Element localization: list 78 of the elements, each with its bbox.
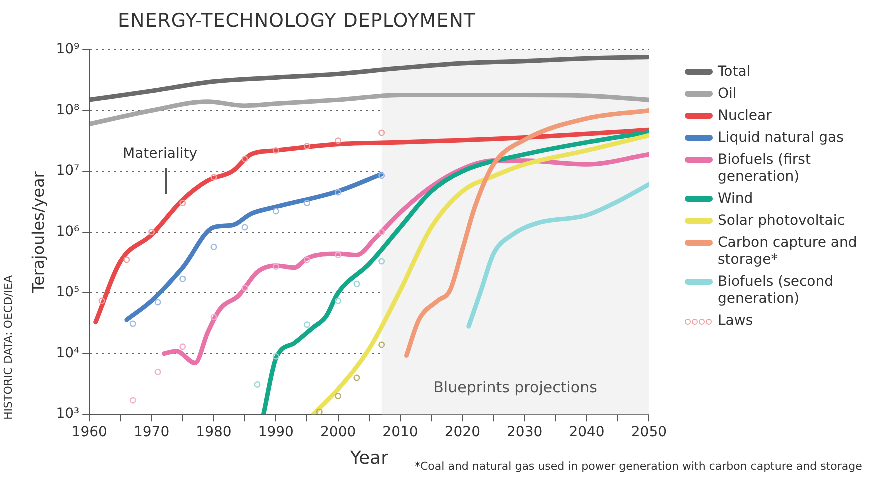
- point: [304, 200, 310, 207]
- point: [272, 147, 280, 154]
- point: [180, 276, 186, 282]
- legend-label: Total: [718, 64, 751, 81]
- y-tick-label: 10⁷: [56, 163, 80, 180]
- y-tick-label: 10³: [56, 406, 80, 422]
- point: [254, 381, 261, 388]
- y-tick-label: 10⁹: [56, 42, 80, 58]
- point: [378, 130, 386, 136]
- y-tick-label: 10⁸: [56, 102, 80, 118]
- x-tick-label: 2040: [569, 424, 605, 441]
- x-tick-label: 1970: [134, 424, 170, 441]
- point: [304, 322, 310, 328]
- legend-label: Nuclear: [718, 108, 772, 125]
- line-series: [124, 172, 384, 322]
- point: [154, 299, 162, 306]
- point: [180, 344, 186, 350]
- x-tick-label: 2030: [507, 424, 543, 441]
- y-tick-label: 10⁵: [56, 284, 80, 301]
- point: [378, 258, 386, 265]
- legend-label: Carbon capture and storage*: [718, 235, 858, 269]
- point: [272, 353, 280, 360]
- legend-label: Laws: [718, 313, 754, 330]
- x-axis-title: Year: [349, 448, 390, 469]
- point: [148, 229, 156, 236]
- point: [154, 368, 162, 376]
- point: [210, 174, 218, 181]
- point: [335, 298, 342, 304]
- text: HISTORIC DATA: OECD/IEA: [2, 276, 15, 420]
- point: [210, 244, 218, 250]
- legend-label: Solar photovoltaic: [718, 213, 845, 230]
- line-series: [404, 108, 650, 358]
- band-label: Blueprints projections: [434, 378, 598, 397]
- legend-label: Biofuels (second generation): [718, 274, 834, 308]
- annotation: Materiality: [123, 146, 198, 162]
- line-series: [90, 93, 650, 126]
- point: [130, 320, 136, 328]
- point: [354, 280, 360, 288]
- point: [335, 138, 342, 144]
- point: [272, 208, 280, 215]
- point: [378, 342, 386, 348]
- point: [242, 224, 248, 231]
- y-axis-title: Terajoules/year: [28, 171, 48, 294]
- point: [210, 314, 218, 320]
- point: [378, 172, 386, 180]
- point: [316, 408, 323, 415]
- x-tick-label: 2000: [320, 424, 356, 441]
- point: [124, 256, 130, 264]
- x-tick-label: 1960: [72, 424, 108, 441]
- point: [304, 256, 310, 264]
- text: *Coal and natural gas used in power generation with carbon capture and storage: [415, 460, 862, 473]
- x-tick-label: 2010: [382, 424, 418, 441]
- point: [98, 298, 106, 304]
- point: [242, 285, 248, 292]
- legend-label: Oil: [718, 86, 737, 103]
- point: [335, 189, 342, 196]
- y-tick-label: 10⁴: [56, 345, 80, 362]
- y-tick-label: 10⁶: [56, 224, 80, 240]
- point: [378, 229, 386, 236]
- point: [304, 143, 310, 150]
- x-tick-label: 2050: [631, 424, 668, 441]
- x-tick-label: 1990: [258, 424, 294, 441]
- x-tick-label: 2020: [444, 424, 480, 441]
- legend-label: Biofuels (first generation): [718, 152, 812, 186]
- point: [335, 393, 342, 400]
- point: [335, 252, 342, 258]
- chart-title: ENERGY-TECHNOLOGY DEPLOYMENT: [118, 10, 476, 32]
- legend-label: Wind: [718, 191, 754, 208]
- point: [180, 200, 186, 207]
- point: [272, 264, 280, 270]
- x-tick-label: 1980: [196, 424, 232, 441]
- legend-label: Liquid natural gas: [718, 130, 844, 147]
- line-series: [466, 182, 650, 329]
- line-series: [94, 128, 650, 325]
- line-series: [90, 54, 650, 102]
- point: [130, 397, 136, 404]
- point: [354, 374, 360, 382]
- point: [242, 156, 248, 162]
